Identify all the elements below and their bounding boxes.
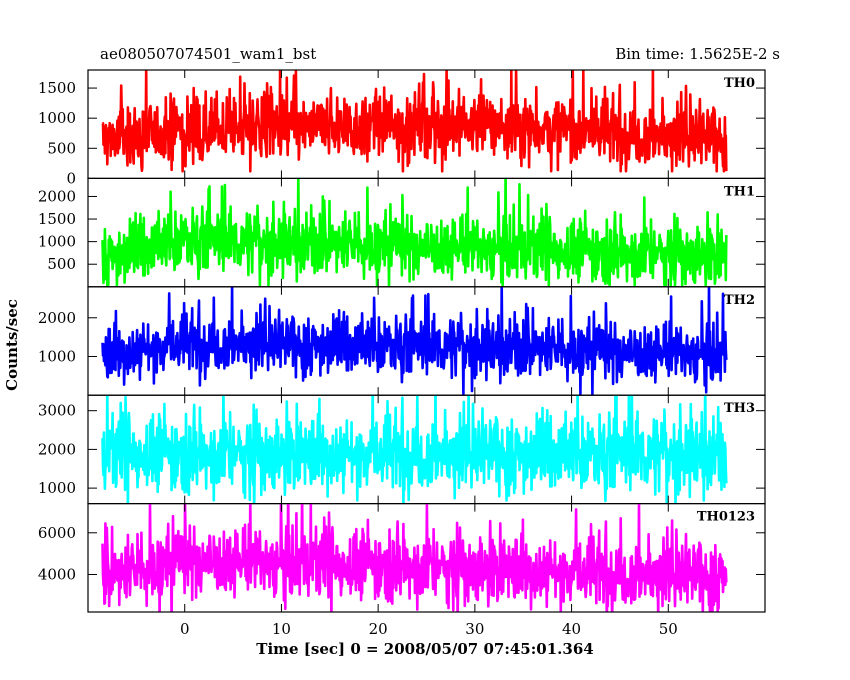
- panel-label-th0123: TH0123: [697, 510, 755, 525]
- x-tick-label: 0: [180, 620, 190, 638]
- y-tick-label: 1000: [38, 347, 76, 365]
- x-tick-label: 40: [562, 620, 581, 638]
- y-tick-label: 2000: [38, 187, 76, 205]
- y-axis-label: Counts/sec: [3, 299, 21, 391]
- y-tick-label: 2000: [38, 440, 76, 458]
- y-tick-label: 1000: [38, 233, 76, 251]
- series-line-th1: [101, 178, 728, 287]
- x-tick-label: 50: [659, 620, 678, 638]
- panels-group: 0 500 1000 1500 TH0 500 1000 1500 2000 TH1 1000 200…: [38, 69, 766, 613]
- y-tick-label: 1000: [38, 109, 76, 127]
- y-tick-label: 0: [66, 169, 76, 187]
- panel-label-th2: TH2: [724, 293, 755, 308]
- panel-label-th3: TH3: [724, 401, 755, 416]
- y-tick-label: 500: [47, 255, 76, 273]
- x-axis: 0 10 20 30 40 50: [180, 620, 678, 638]
- y-tick-label: 1000: [38, 479, 76, 497]
- x-tick-label: 30: [465, 620, 484, 638]
- series-line-th2: [101, 286, 728, 396]
- bin-time-label: Bin time: 1.5625E-2 s: [615, 45, 780, 63]
- y-tick-label: 3000: [38, 402, 76, 420]
- x-tick-label: 10: [272, 620, 291, 638]
- x-tick-label: 20: [369, 620, 388, 638]
- file-label: ae080507074501_wam1_bst: [100, 45, 316, 63]
- series-line-th3: [101, 395, 728, 504]
- y-tick-label: 1500: [38, 79, 76, 97]
- y-tick-label: 2000: [38, 309, 76, 327]
- y-tick-label: 500: [47, 139, 76, 157]
- y-tick-label: 1500: [38, 210, 76, 228]
- panel-frame-th0123: [87, 503, 766, 613]
- series-line-th0123: [101, 503, 728, 613]
- series-line-th0: [101, 70, 728, 173]
- panel-label-th0: TH0: [724, 76, 755, 91]
- y-tick-label: 6000: [38, 524, 76, 542]
- panel-label-th1: TH1: [724, 184, 755, 199]
- y-tick-label: 4000: [38, 565, 76, 583]
- x-axis-label: Time [sec] 0 = 2008/05/07 07:45:01.364: [256, 640, 593, 658]
